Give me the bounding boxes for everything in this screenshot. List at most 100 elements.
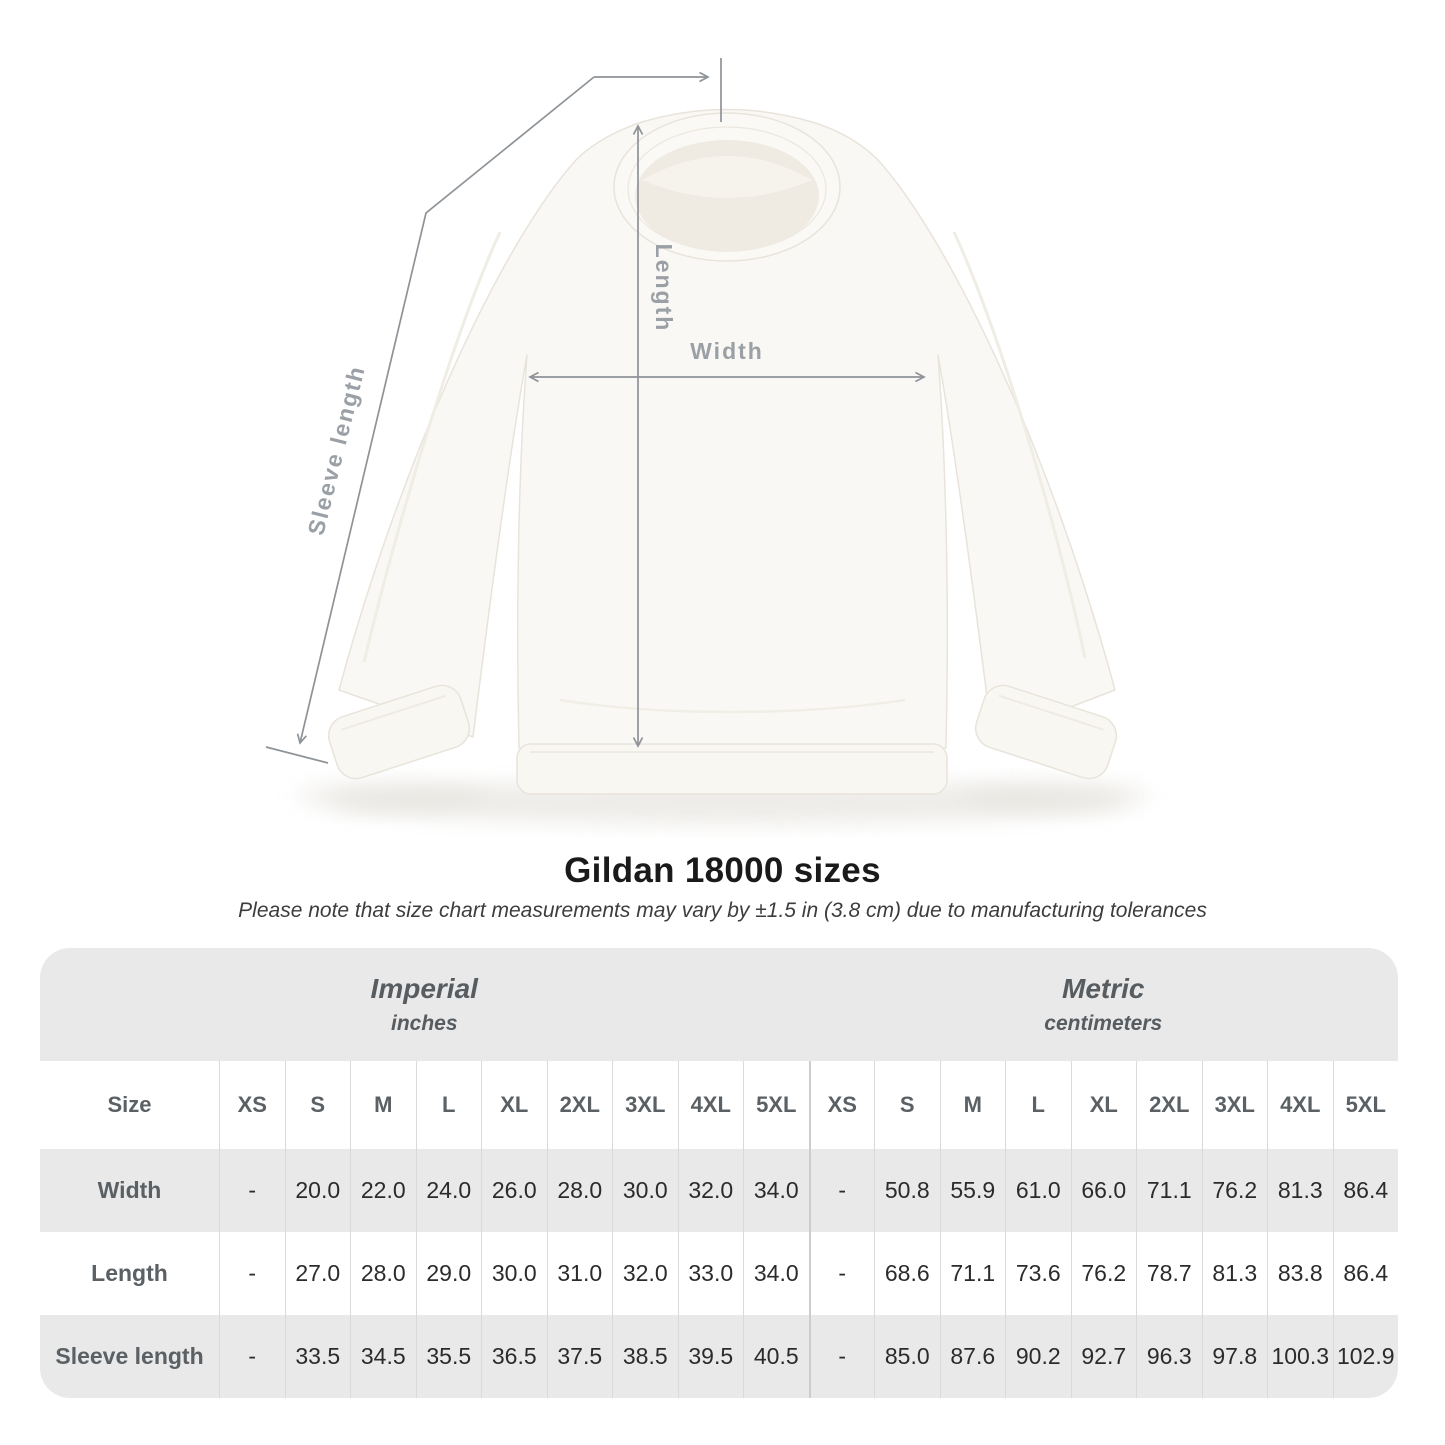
waistband [516,743,948,795]
sweatshirt-illustration [327,108,1118,795]
size-column-header: Size [40,1061,219,1149]
value-cell: 40.5 [743,1315,809,1398]
imperial-band: Imperial inches [40,948,809,1061]
sleeve-cuff-tick [265,746,329,764]
metric-title: Metric [1062,973,1145,1004]
value-cell: 34.0 [743,1232,809,1315]
sweatshirt-body [338,108,1116,749]
value-cell: - [808,1315,874,1398]
size-col-header: 5XL [743,1061,809,1149]
value-cell: 33.5 [284,1315,350,1398]
size-col-header: XS [219,1061,285,1149]
size-col-header: XL [1070,1061,1136,1149]
value-cell: 87.6 [939,1315,1005,1398]
value-cell: 90.2 [1005,1315,1071,1398]
value-cell: 20.0 [284,1149,350,1232]
right-cuff [974,684,1118,780]
value-cell: 30.0 [612,1149,678,1232]
value-cell: - [808,1149,874,1232]
unit-band-row: Imperial inches Metric centimeters [40,948,1398,1061]
value-cell: 100.3 [1267,1315,1333,1398]
value-cell: 39.5 [677,1315,743,1398]
value-cell: 68.6 [874,1232,940,1315]
value-cell: 35.5 [415,1315,481,1398]
page-title: Gildan 18000 sizes [564,851,881,890]
size-col-header: 3XL [1201,1061,1267,1149]
value-cell: 102.9 [1332,1315,1398,1398]
table-row-width: Width - 20.0 22.0 24.0 26.0 28.0 30.0 32… [40,1149,1398,1232]
value-cell: 76.2 [1070,1232,1136,1315]
value-cell: 22.0 [350,1149,416,1232]
size-col-header: S [284,1061,350,1149]
value-cell: 37.5 [546,1315,612,1398]
size-col-header: 2XL [1136,1061,1202,1149]
table-row-sleeve-length: Sleeve length - 33.5 34.5 35.5 36.5 37.5… [40,1315,1398,1398]
value-cell: 81.3 [1201,1232,1267,1315]
value-cell: 71.1 [939,1232,1005,1315]
value-cell: 85.0 [874,1315,940,1398]
sleeve-length-arrow [296,76,595,745]
left-cuff [327,684,471,780]
row-label: Sleeve length [40,1315,219,1398]
value-cell: - [219,1315,285,1398]
value-cell: 27.0 [284,1232,350,1315]
size-col-header: XL [481,1061,547,1149]
value-cell: 30.0 [481,1232,547,1315]
value-cell: 50.8 [874,1149,940,1232]
value-cell: 28.0 [350,1232,416,1315]
value-cell: 86.4 [1332,1232,1398,1315]
size-col-header: 5XL [1332,1061,1398,1149]
metric-band: Metric centimeters [808,948,1398,1061]
value-cell: - [808,1232,874,1315]
value-cell: 76.2 [1201,1149,1267,1232]
value-cell: 66.0 [1070,1149,1136,1232]
size-col-header: 2XL [546,1061,612,1149]
value-cell: 96.3 [1136,1315,1202,1398]
value-cell: 71.1 [1136,1149,1202,1232]
value-cell: 29.0 [415,1232,481,1315]
tolerance-note: Please note that size chart measurements… [238,899,1207,922]
imperial-title: Imperial [370,973,478,1004]
size-header-row: Size XS S M L XL 2XL 3XL 4XL 5XL XS S M … [40,1061,1398,1149]
metric-subtitle: centimeters [1044,1012,1163,1035]
imperial-subtitle: inches [390,1012,458,1035]
size-col-header: 4XL [677,1061,743,1149]
value-cell: 33.0 [677,1232,743,1315]
value-cell: 31.0 [546,1232,612,1315]
value-cell: - [219,1232,285,1315]
sleeve-length-label: Sleeve length [303,362,370,537]
table-row-length: Length - 27.0 28.0 29.0 30.0 31.0 32.0 3… [40,1232,1398,1315]
value-cell: 61.0 [1005,1149,1071,1232]
value-cell: 32.0 [677,1149,743,1232]
value-cell: 34.5 [350,1315,416,1398]
size-col-header: 3XL [612,1061,678,1149]
value-cell: 92.7 [1070,1315,1136,1398]
size-col-header: XS [808,1061,874,1149]
row-label: Length [40,1232,219,1315]
size-col-header: 4XL [1267,1061,1333,1149]
size-col-header: L [1005,1061,1071,1149]
value-cell: 55.9 [939,1149,1005,1232]
value-cell: 36.5 [481,1315,547,1398]
length-label: Length [651,244,677,333]
value-cell: 97.8 [1201,1315,1267,1398]
size-col-header: S [874,1061,940,1149]
value-cell: 78.7 [1136,1232,1202,1315]
size-col-header: M [939,1061,1005,1149]
value-cell: 83.8 [1267,1232,1333,1315]
value-cell: 73.6 [1005,1232,1071,1315]
width-label: Width [690,338,764,364]
size-col-header: L [415,1061,481,1149]
value-cell: 32.0 [612,1232,678,1315]
size-table-container: Imperial inches Metric centimeters Size … [40,948,1398,1398]
sweatshirt-measurement-diagram: Length Width Sleeve length [265,58,1150,824]
value-cell: 24.0 [415,1149,481,1232]
row-label: Width [40,1149,219,1232]
size-table: Imperial inches Metric centimeters Size … [40,948,1398,1398]
value-cell: - [219,1149,285,1232]
value-cell: 86.4 [1332,1149,1398,1232]
value-cell: 81.3 [1267,1149,1333,1232]
value-cell: 26.0 [481,1149,547,1232]
collar [613,112,841,262]
